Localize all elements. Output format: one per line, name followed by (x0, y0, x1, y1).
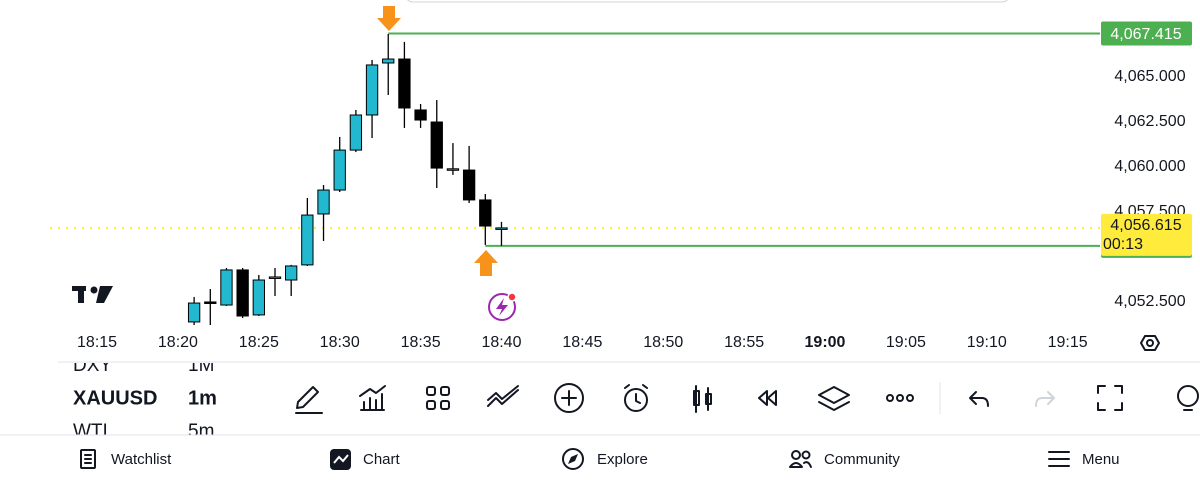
nav-explore[interactable]: Explore (562, 448, 648, 470)
candle-body (462, 169, 476, 201)
logo (72, 286, 113, 303)
candle-body (414, 109, 427, 121)
symbol[interactable]: WTI (73, 421, 108, 442)
alert[interactable] (624, 384, 648, 412)
candle-body (317, 189, 330, 215)
interval[interactable]: 1m (188, 387, 217, 409)
candle-body (268, 276, 282, 279)
candle-body (187, 302, 201, 323)
nav-label[interactable]: Explore (597, 451, 648, 468)
candle-body (333, 149, 346, 191)
bottom-nav: Watchlist Chart Explore Community Menu (80, 448, 1120, 470)
last-price-box (1101, 213, 1192, 256)
symbol[interactable]: DXY (73, 355, 112, 376)
add[interactable] (554, 383, 584, 413)
symbol[interactable]: XAUUSD (73, 387, 157, 409)
indicators[interactable] (359, 385, 386, 411)
nav-menu[interactable]: Menu (1048, 451, 1120, 468)
x-tick-label: 18:50 (643, 334, 683, 351)
level-label: 4,067.415 (1110, 26, 1181, 43)
draw-tool[interactable] (295, 386, 323, 414)
settings-icon[interactable] (1140, 335, 1160, 351)
price-scale: 4,052.5004,057.5004,060.0004,062.5004,06… (1101, 21, 1192, 310)
nav-label[interactable]: Community (824, 451, 900, 468)
templates[interactable] (426, 386, 450, 410)
redo[interactable] (1035, 391, 1055, 407)
y-tick-label: 4,065.000 (1114, 68, 1185, 85)
undo[interactable] (969, 391, 989, 407)
candle-body (220, 269, 233, 306)
candle-body (446, 168, 460, 171)
nav-label[interactable]: Chart (363, 451, 401, 468)
popup-edge (406, 0, 1009, 3)
toolbar (295, 382, 1199, 414)
candle-body (365, 64, 379, 116)
chart-type[interactable] (693, 385, 712, 413)
x-tick-label: 18:25 (239, 334, 279, 351)
candle-body (285, 265, 298, 281)
x-tick-label: 18:40 (481, 334, 521, 351)
candle-body (479, 199, 492, 227)
interval[interactable]: 1M (188, 355, 214, 376)
candle-body (301, 214, 314, 266)
candle-body (349, 114, 363, 151)
x-tick-label: 18:45 (562, 334, 602, 351)
nav-community[interactable]: Community (789, 450, 900, 468)
more[interactable] (886, 394, 914, 402)
x-tick-label: 19:10 (967, 334, 1007, 351)
candle-body (430, 121, 443, 169)
nav-watchlist[interactable]: Watchlist (80, 449, 172, 469)
alert-icon[interactable] (488, 292, 517, 321)
fullscreen[interactable] (1097, 385, 1123, 411)
nav-chart[interactable]: Chart (330, 449, 401, 470)
y-tick-label: 4,052.500 (1114, 293, 1185, 310)
x-tick-label: 18:15 (77, 334, 117, 351)
candle-body (495, 227, 508, 230)
compare[interactable] (487, 385, 519, 407)
candle-body (236, 269, 249, 317)
nav-label[interactable]: Menu (1082, 451, 1120, 468)
interval[interactable]: 5m (188, 421, 214, 442)
ideas[interactable] (1177, 385, 1199, 411)
candle-body (204, 301, 217, 304)
x-tick-label: 19:00 (805, 334, 846, 351)
x-tick-label: 18:35 (401, 334, 441, 351)
symbol-list[interactable]: DXY 1M XAUUSD 1m WTI 5m (73, 355, 217, 442)
candle-body (252, 279, 265, 316)
nav-label[interactable]: Watchlist (111, 451, 172, 468)
x-tick-label: 18:30 (320, 334, 360, 351)
x-tick-label: 18:20 (158, 334, 198, 351)
level-label-box (1101, 21, 1192, 46)
replay[interactable] (758, 390, 777, 406)
y-tick-label: 4,062.500 (1114, 113, 1185, 130)
candle-body (382, 58, 395, 64)
candle-body (398, 58, 411, 109)
layers[interactable] (818, 386, 850, 411)
time-axis: 18:15 18:20 18:25 18:30 18:35 18:40 18:45 18:50… (77, 334, 1088, 351)
x-tick-label: 19:05 (886, 334, 926, 351)
arrow-marker (377, 6, 498, 276)
plot-area (50, 32, 1100, 325)
y-tick-label: 4,060.000 (1114, 158, 1185, 175)
last-price-label: 4,056.615 (1110, 217, 1181, 234)
countdown: 00:13 (1103, 236, 1143, 253)
x-tick-label: 19:15 (1048, 334, 1088, 351)
x-tick-label: 18:55 (724, 334, 764, 351)
